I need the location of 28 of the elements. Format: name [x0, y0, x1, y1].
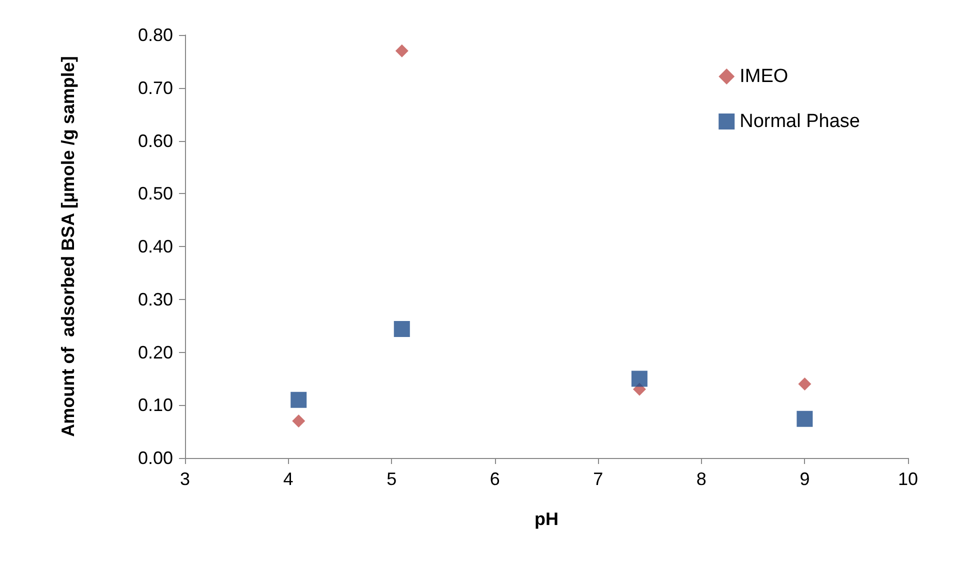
x-tick-label: 5	[386, 469, 397, 489]
y-tick-label: 0.40	[138, 236, 173, 256]
x-tick-label: 8	[696, 469, 706, 489]
y-tick-label: 0.30	[138, 289, 173, 310]
y-axis-title: Amount of adsorbed BSA [µmole /g sample]	[58, 56, 78, 437]
point	[798, 377, 812, 390]
point	[631, 370, 648, 387]
y-tick-label: 0.10	[138, 395, 173, 416]
x-tick-label: 3	[180, 469, 190, 489]
legend-label: IMEO	[740, 66, 788, 87]
y-tick-label: 0.50	[138, 184, 173, 204]
point	[290, 392, 307, 408]
x-tick-label: 10	[898, 469, 918, 489]
x-tick-label: 4	[283, 469, 294, 489]
point	[394, 320, 410, 337]
x-tick-label: 6	[490, 469, 500, 489]
x-tick-label: 7	[593, 469, 604, 489]
y-tick-label: 0.60	[138, 130, 173, 151]
point	[796, 410, 813, 427]
x-axis-title: pH	[534, 509, 558, 529]
y-tick-label: 0.70	[138, 78, 173, 98]
point	[395, 44, 408, 58]
point	[292, 414, 306, 428]
x-tick-label: 9	[800, 469, 810, 489]
y-tick-label: 0.20	[138, 342, 173, 362]
legend-label: Normal Phase	[740, 111, 860, 132]
y-tick-label: 0.80	[138, 25, 173, 45]
y-tick-label: 0.00	[138, 448, 173, 468]
